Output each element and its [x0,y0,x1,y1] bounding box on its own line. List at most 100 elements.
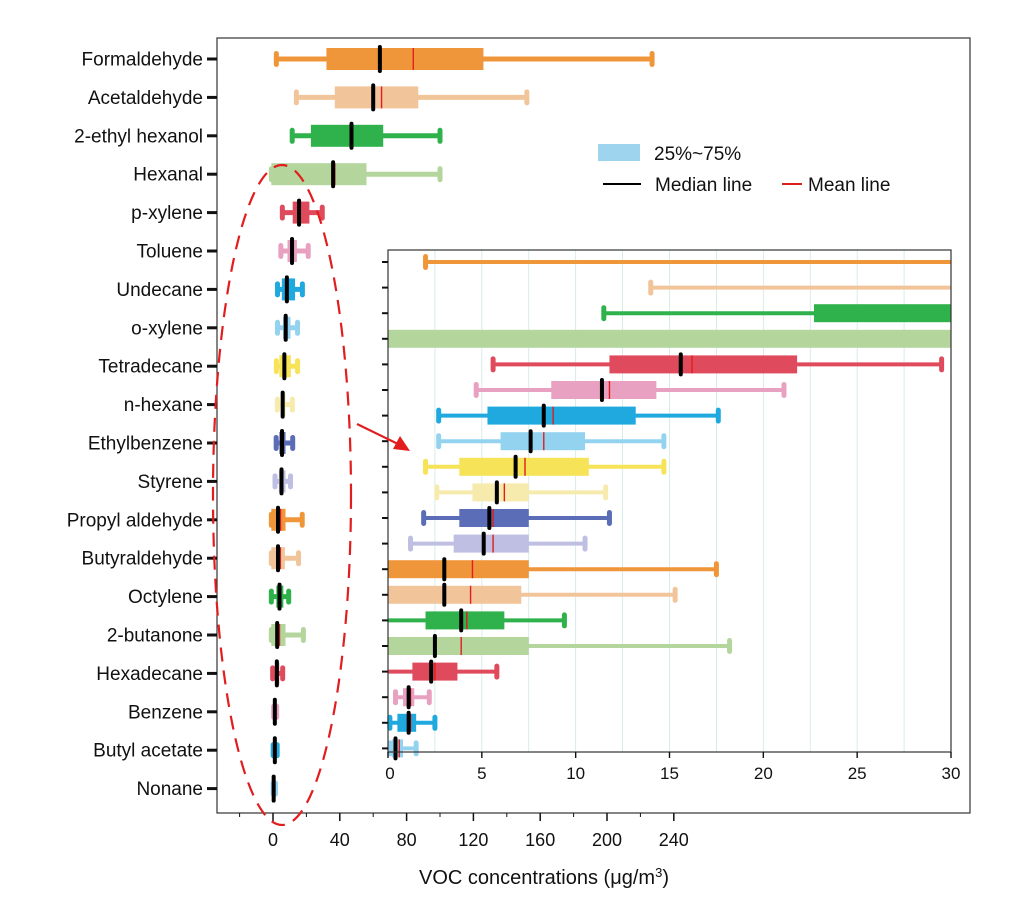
y-tick-label-tetradecane: Tetradecane [98,357,203,378]
y-tick-label-acetaldehyde: Acetaldehyde [88,88,203,109]
inset-whisker-cap-low [648,279,654,296]
inset-whisker-cap-high [603,484,609,501]
main-box-tetradecane [273,352,301,381]
inset-box-undecane [436,403,721,428]
inset-whisker-cap-high [606,510,612,526]
inset-iqr-box [814,304,951,323]
inset-whisker-cap-high [715,407,721,424]
inset-iqr-box [388,329,951,348]
inset-whisker-cap-high [672,586,678,603]
inset-iqr-box [388,560,529,579]
main-box-undecane [275,275,305,304]
inset-whisker-cap-high [781,382,787,398]
x-axis-label: VOC concentrations (μg/m3) [419,865,669,890]
y-tick-label-styrene: Styrene [138,472,203,493]
x-tick-label-80: 80 [397,830,417,850]
main-whisker-cap-high [288,473,294,490]
inset-iqr-box [459,509,529,527]
inset-box-butyl-acetate [387,710,438,735]
inset-x-tick-label-25: 25 [848,764,867,783]
inset-whisker-cap-low [423,458,429,475]
main-box-2-butanone [268,621,306,649]
main-whisker-cap-low [273,358,279,375]
main-whisker-cap-low [272,473,278,490]
main-box-2-ethyl-hexanol [289,121,443,150]
inset-whisker-cap-high [426,689,432,706]
inset-whisker-cap-high [432,714,438,731]
legend-mean-label: Mean line [808,175,890,196]
inset-whisker-cap-low [387,714,393,731]
main-box-acetaldehyde [293,83,530,112]
y-tick-label-o-xylene: o-xylene [131,318,203,339]
y-tick-label-benzene: Benzene [128,702,203,723]
main-whisker-cap-low [275,281,281,298]
main-whisker-cap-high [286,588,292,605]
main-whisker-cap-low [268,588,274,605]
zoom-arrow-head [393,436,410,451]
main-iqr-box [326,48,484,70]
inset-iqr-box [609,355,798,374]
y-tick-label-nonane: Nonane [136,779,203,800]
main-whisker-cap-high [295,319,301,336]
main-box-benzene [271,697,280,726]
inset-x-tick-label-0: 0 [385,764,394,783]
inset-iqr-box [425,611,505,630]
main-box-n-hexane [274,390,295,419]
inset-box-2-butanone [388,634,733,658]
main-box-nonane [270,774,279,803]
zoom-region-ellipse [211,163,353,827]
inset-x-tick-label-15: 15 [660,764,679,783]
inset-whisker-cap-high [582,535,588,552]
inset-whisker-cap-high [713,561,719,578]
inset-box-tetradecane [423,454,667,479]
inset-box-styrene [408,531,588,556]
inset-whisker-cap-low [408,535,414,552]
x-tick-label-200: 200 [592,830,622,850]
inset-box-2-ethyl-hexanol [601,304,951,323]
inset-x-tick-label-20: 20 [754,764,773,783]
main-whisker-cap-high [299,511,305,528]
inset-whisker-cap-low [601,305,607,322]
main-whisker-cap-high [295,358,301,375]
x-tick-label-40: 40 [330,830,350,850]
main-whisker-cap-low [278,243,284,259]
main-box-butyraldehyde [268,544,302,573]
main-whisker-cap-low [270,665,276,682]
y-tick-label-toluene: Toluene [136,242,203,263]
inset-whisker-cap-low [434,484,440,501]
main-iqr-box [310,124,384,147]
main-whisker-cap-low [274,396,280,413]
inset-whisker-cap-low [436,407,442,424]
y-tick-label-ethylbenzene: Ethylbenzene [88,434,203,455]
inset-whisker-cap-low [423,254,429,270]
y-tick-label-hexanal: Hexanal [133,165,203,186]
inset-iqr-box [388,585,522,604]
main-box-p-xylene [279,198,325,227]
inset-box-toluene [473,378,787,402]
inset-box-n-hexane [434,480,609,505]
main-whisker-cap-high [300,627,306,643]
main-box-octylene [268,582,292,611]
main-whisker-cap-low [279,204,285,221]
inset-whisker-cap-high [413,740,419,757]
inset-box-o-xylene [436,429,667,454]
inset-box-benzene [393,685,432,710]
inset-box-propyl-aldehyde [388,557,719,582]
y-tick-label-2-ethyl-hexanol: 2-ethyl hexanol [74,126,203,147]
inset-box-p-xylene [490,352,945,377]
main-whisker-cap-low [293,89,299,106]
y-tick-label-hexadecane: Hexadecane [96,664,203,685]
inset-box-butyraldehyde [388,582,678,607]
inset-box-formaldehyde [423,254,951,270]
legend-box-swatch [598,144,640,161]
inset-whisker-cap-low [421,510,427,526]
main-whisker-cap-high [437,127,443,144]
inset-whisker-cap-high [939,356,945,373]
inset-box-ethylbenzene [421,506,612,530]
y-tick-label-butyl-acetate: Butyl acetate [93,741,203,762]
y-tick-label-n-hexane: n-hexane [124,395,203,416]
inset-iqr-box [472,483,529,502]
main-whisker-cap-high [437,166,443,183]
main-box-toluene [278,237,311,265]
